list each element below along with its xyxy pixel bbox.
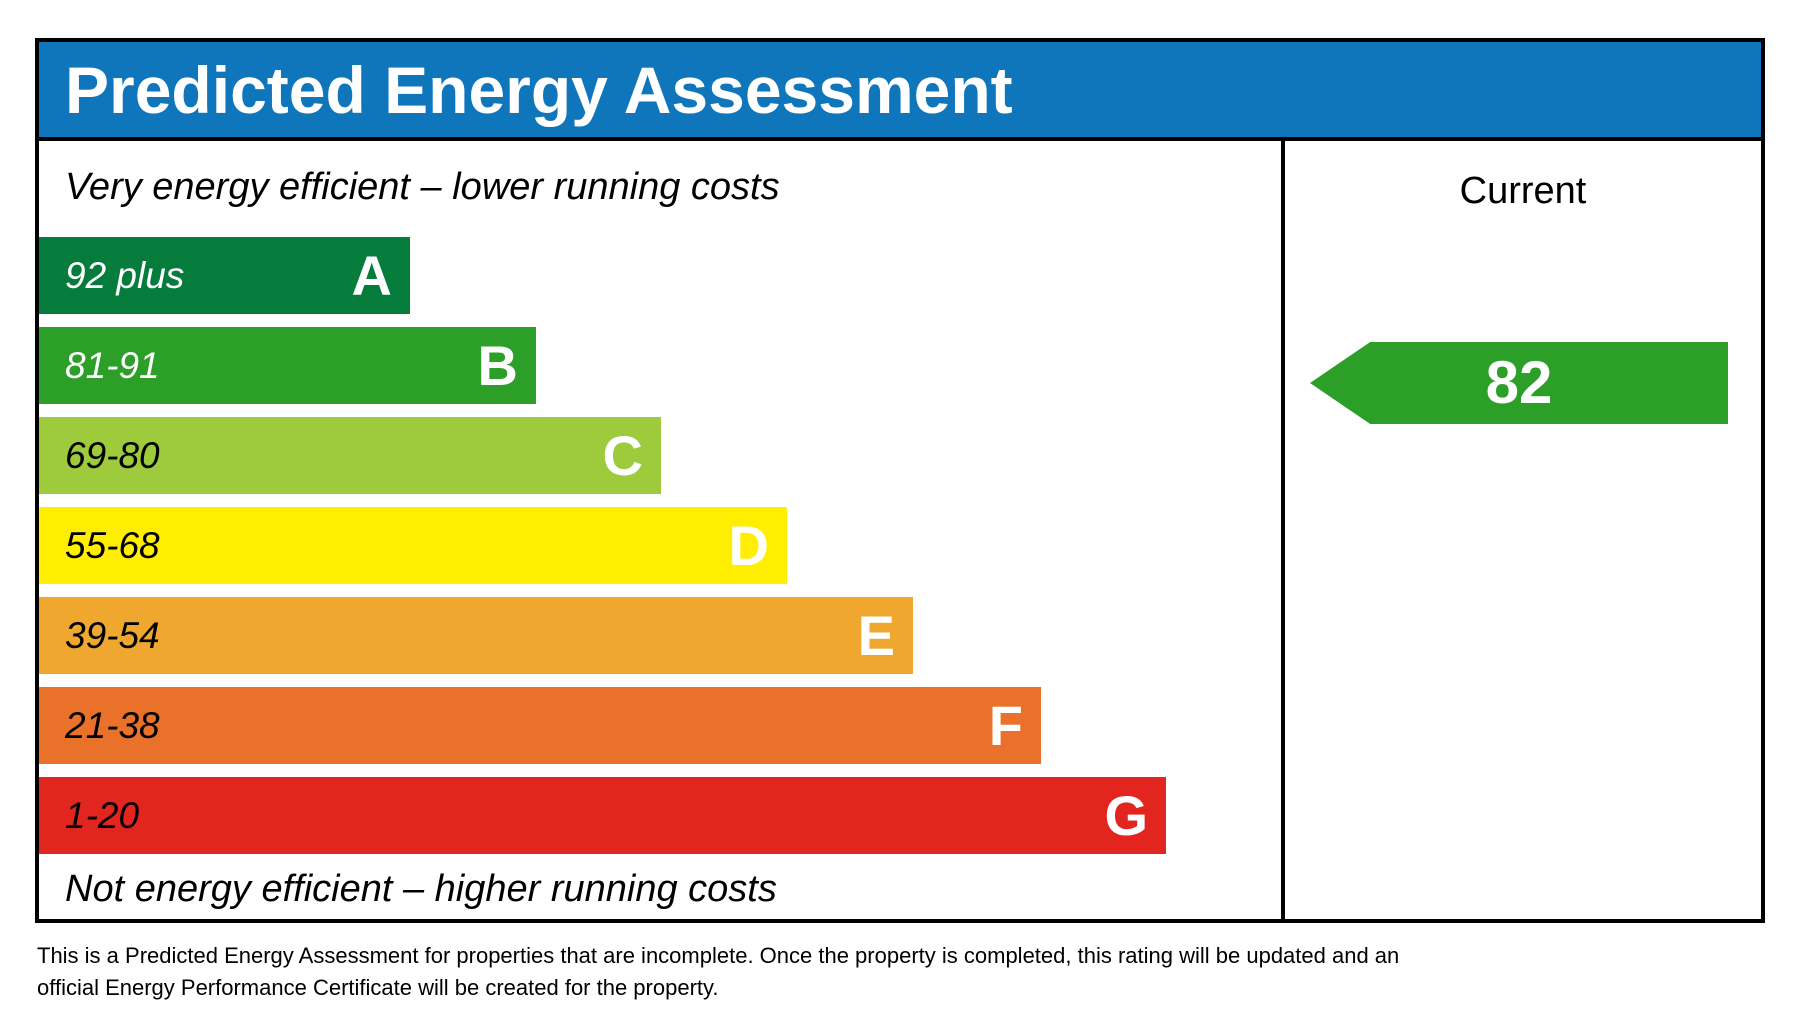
- certificate-box: Predicted Energy Assessment Very energy …: [35, 38, 1765, 923]
- band-letter: G: [1104, 783, 1148, 847]
- current-rating-value: 82: [1485, 349, 1553, 416]
- band-letter: A: [351, 243, 392, 307]
- footer-note: This is a Predicted Energy Assessment fo…: [37, 940, 1399, 1004]
- content-area: Very energy efficient – lower running co…: [39, 141, 1761, 923]
- band-range-label: 21-38: [65, 705, 160, 746]
- footer-line-2: official Energy Performance Certificate …: [37, 975, 719, 1000]
- band-row-A: 92 plus A: [39, 237, 410, 314]
- band-letter: D: [728, 513, 769, 577]
- band-range-label: 39-54: [65, 615, 160, 656]
- title-bar: Predicted Energy Assessment: [39, 42, 1761, 141]
- band-letter: F: [988, 693, 1023, 757]
- bottom-note: Not energy efficient – higher running co…: [65, 868, 777, 910]
- rating-scale-panel: Very energy efficient – lower running co…: [39, 141, 1285, 923]
- current-header: Current: [1459, 170, 1587, 212]
- band-row-B: 81-91 B: [39, 327, 536, 404]
- band-letter: C: [602, 423, 643, 487]
- band-letter: B: [477, 333, 518, 397]
- band-letter: E: [857, 603, 895, 667]
- band-range-label: 81-91: [65, 345, 160, 386]
- band-row-F: 21-38 F: [39, 687, 1041, 764]
- current-rating-arrow: 82: [1310, 342, 1728, 424]
- page-title: Predicted Energy Assessment: [65, 52, 1013, 127]
- band-range-label: 92 plus: [65, 255, 185, 296]
- top-note: Very energy efficient – lower running co…: [65, 166, 780, 208]
- band-row-E: 39-54 E: [39, 597, 913, 674]
- band-range-label: 55-68: [65, 525, 160, 566]
- band-row-G: 1-20 G: [39, 777, 1166, 854]
- band-row-D: 55-68 D: [39, 507, 787, 584]
- band-range-label: 69-80: [65, 435, 160, 476]
- current-panel: Current 82: [1285, 141, 1761, 923]
- footer-line-1: This is a Predicted Energy Assessment fo…: [37, 943, 1400, 968]
- band-range-label: 1-20: [65, 795, 140, 836]
- band-row-C: 69-80 C: [39, 417, 661, 494]
